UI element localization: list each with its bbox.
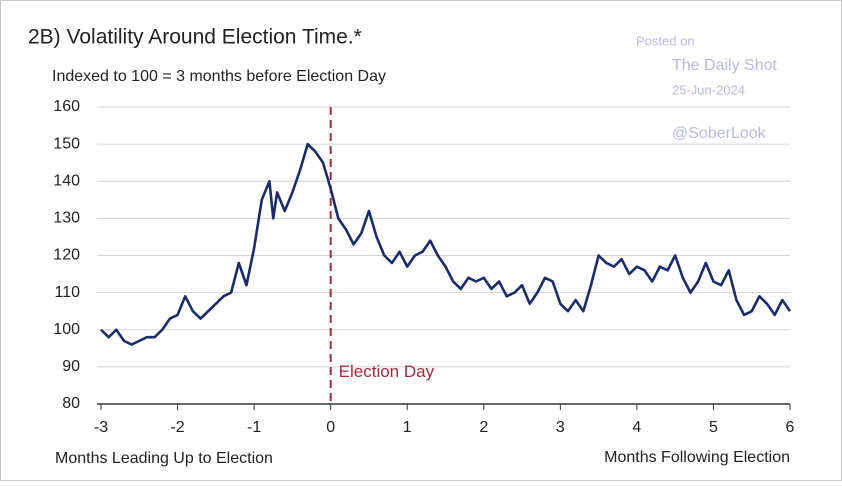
x-tick-label: 3 [556,419,565,436]
y-tick-label: 140 [53,172,80,189]
x-tick-label: -3 [94,419,108,436]
chart-title: 2B) Volatility Around Election Time.* [28,26,362,49]
y-tick-label: 80 [62,395,80,412]
event-label: Election Day [339,362,435,381]
x-tick-label: -1 [247,419,261,436]
data-line [100,142,792,346]
x-tick-label: 0 [326,419,335,436]
x-tick-label: 6 [786,419,795,436]
x-tick-label: -2 [170,419,184,436]
y-tick-label: 130 [53,210,80,227]
x-note: Months Leading Up to Election [55,450,273,467]
watermark: @SoberLook [672,125,767,142]
y-tick-label: 110 [54,284,80,301]
x-tick-label: 5 [709,419,718,436]
y-tick-label: 160 [53,98,80,115]
y-tick-label: 90 [62,358,80,375]
x-tick-label: 4 [632,419,641,436]
subtitle: Indexed to 100 = 3 months before Electio… [52,68,386,85]
watermark: Posted on [636,33,695,48]
x-note: Months Following Election [604,449,790,466]
x-tick-label: 1 [403,419,412,436]
y-tick-label: 100 [53,321,80,338]
watermark: The Daily Shot [672,57,777,74]
watermark: 25-Jun-2024 [672,82,745,97]
y-tick-label: 150 [53,135,80,152]
y-tick-label: 120 [53,247,80,264]
x-tick-label: 2 [479,419,488,436]
